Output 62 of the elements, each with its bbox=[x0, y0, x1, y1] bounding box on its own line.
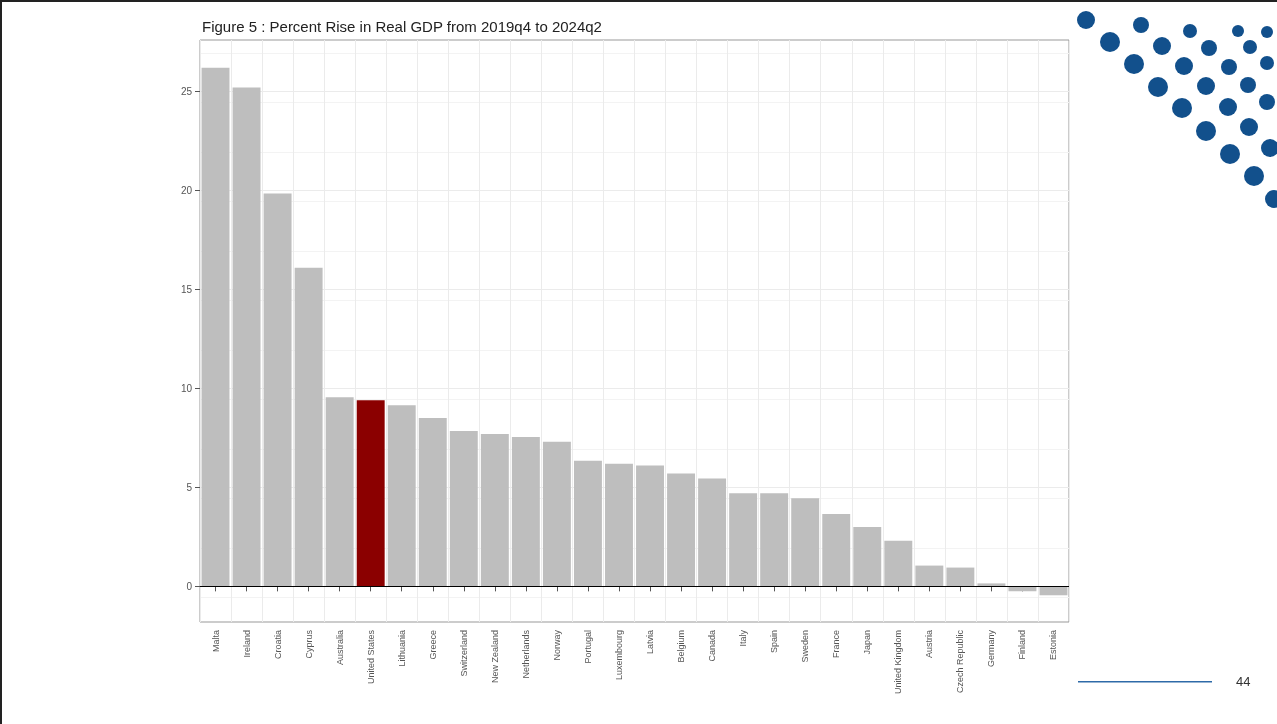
bar bbox=[449, 430, 478, 587]
x-tick-label: Cyprus bbox=[303, 629, 314, 659]
bar bbox=[542, 441, 571, 587]
x-tick-label: Australia bbox=[334, 630, 345, 666]
x-tick-label: Germany bbox=[986, 629, 997, 668]
y-tick-label: 10 bbox=[180, 382, 193, 394]
bar bbox=[915, 565, 944, 587]
bar bbox=[263, 193, 292, 587]
bar bbox=[232, 87, 261, 587]
bar bbox=[977, 583, 1006, 587]
x-tick-label: Estonia bbox=[1048, 630, 1059, 661]
bar bbox=[822, 514, 851, 587]
text: 44 bbox=[1236, 674, 1251, 689]
bar bbox=[667, 473, 696, 587]
x-tick-label: New Zealand bbox=[489, 630, 500, 684]
x-tick-label: Sweden bbox=[800, 630, 811, 663]
x-tick-label: Netherlands bbox=[520, 629, 531, 679]
x-tick-label: Latvia bbox=[645, 630, 656, 655]
bar bbox=[698, 478, 727, 587]
y-tick-label: 15 bbox=[180, 283, 193, 295]
x-tick-label: United States bbox=[365, 629, 376, 685]
x-tick-label: Norway bbox=[551, 629, 562, 661]
y-tick-label: 25 bbox=[180, 85, 193, 97]
bar bbox=[294, 267, 323, 587]
bar bbox=[853, 526, 882, 587]
x-tick-label: Italy bbox=[738, 629, 749, 647]
x-tick-label: Greece bbox=[427, 630, 438, 660]
bar bbox=[325, 397, 354, 587]
x-tick-label: Lithuania bbox=[396, 630, 407, 667]
x-tick-label: Luxembourg bbox=[613, 630, 624, 681]
x-tick-label: Croatia bbox=[272, 630, 283, 660]
x-tick-label: Spain bbox=[769, 630, 780, 654]
bar bbox=[511, 436, 540, 587]
x-tick-label: Switzerland bbox=[458, 630, 469, 677]
bar bbox=[573, 460, 602, 587]
y-tick-label: 20 bbox=[180, 184, 193, 196]
bar bbox=[605, 463, 633, 587]
x-tick-label: Czech Republic bbox=[955, 629, 966, 694]
bar bbox=[356, 400, 385, 587]
bar bbox=[480, 433, 509, 587]
x-tick-label: Austria bbox=[924, 630, 935, 659]
bar bbox=[760, 493, 789, 587]
bar bbox=[201, 67, 230, 587]
bar bbox=[729, 493, 758, 587]
bar bbox=[884, 540, 913, 587]
x-tick-label: France bbox=[831, 630, 842, 659]
x-tick-label: Japan bbox=[862, 630, 873, 655]
x-tick-label: Belgium bbox=[676, 630, 687, 663]
x-tick-label: Portugal bbox=[582, 630, 593, 664]
bar bbox=[418, 418, 447, 587]
y-tick-label: 5 bbox=[186, 481, 193, 493]
chart-title: Figure 5 : Percent Rise in Real GDP from 2019q4 to 2024q2 bbox=[202, 18, 602, 35]
y-tick-label: 0 bbox=[186, 580, 193, 592]
bar bbox=[946, 567, 975, 587]
x-tick-label: Canada bbox=[707, 630, 718, 662]
bar bbox=[636, 465, 664, 587]
x-tick-label: Ireland bbox=[241, 630, 252, 658]
x-tick-label: Finland bbox=[1017, 630, 1028, 660]
x-tick-label: Malta bbox=[210, 630, 221, 653]
bar bbox=[791, 498, 820, 587]
bar bbox=[387, 405, 416, 587]
x-tick-label: United Kingdom bbox=[893, 630, 904, 695]
